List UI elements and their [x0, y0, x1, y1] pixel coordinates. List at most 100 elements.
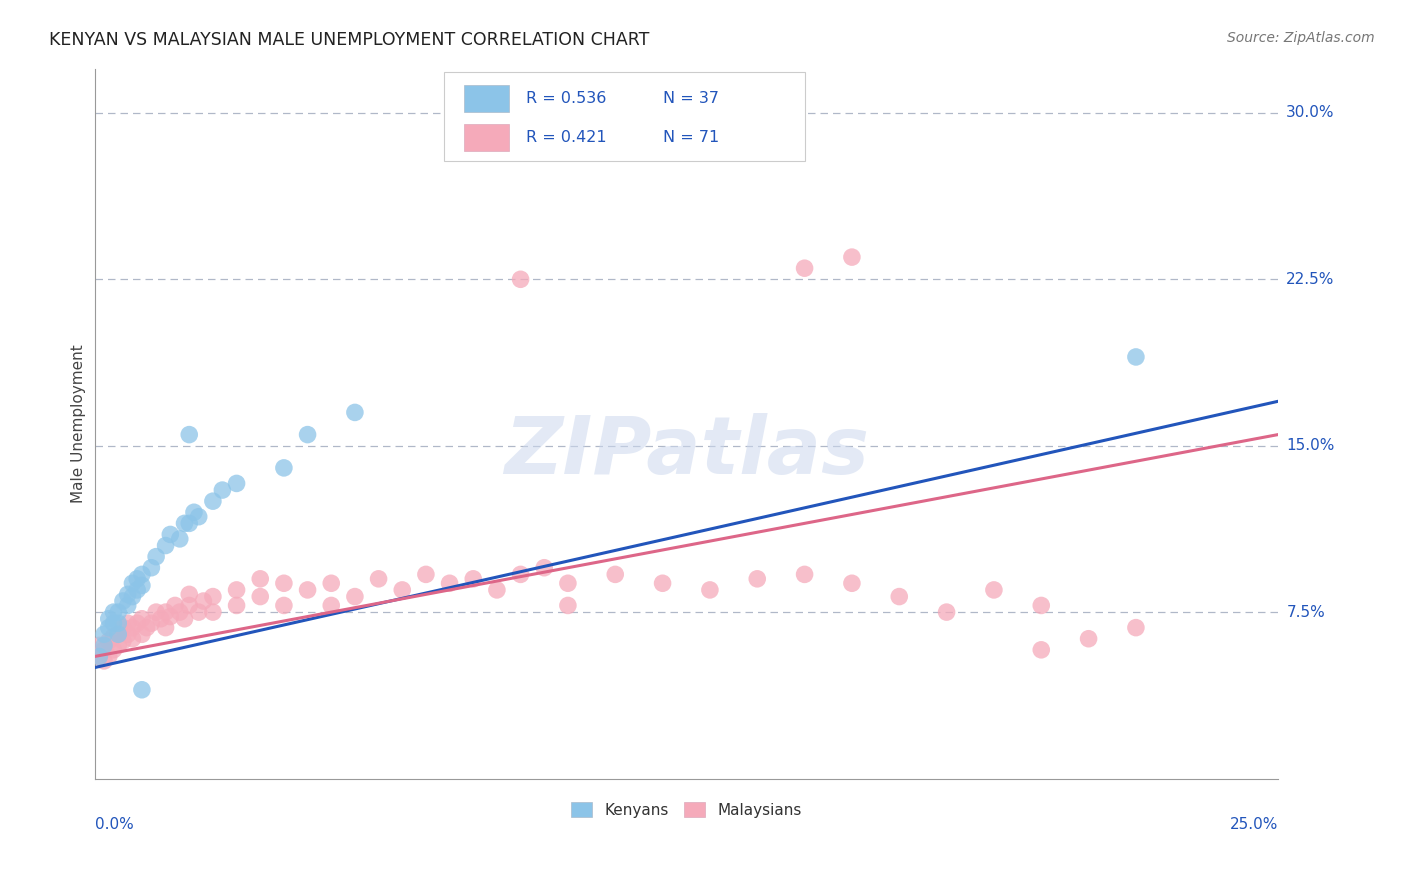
Point [131, 567, 153, 582]
Point [89, 649, 111, 664]
Point [343, 405, 366, 419]
Point [187, 605, 209, 619]
Point [145, 605, 167, 619]
Point [699, 582, 721, 597]
Legend: Kenyans, Malaysians: Kenyans, Malaysians [565, 797, 808, 824]
Point [201, 494, 224, 508]
Point [557, 576, 579, 591]
Point [159, 609, 181, 624]
Point [121, 621, 143, 635]
Point [155, 621, 177, 635]
Point [1125, 621, 1147, 635]
Point [321, 576, 343, 591]
Point [107, 616, 129, 631]
Text: KENYAN VS MALAYSIAN MALE UNEMPLOYMENT CORRELATION CHART: KENYAN VS MALAYSIAN MALE UNEMPLOYMENT CO… [49, 31, 650, 49]
Point [173, 612, 195, 626]
Point [983, 582, 1005, 597]
Text: 30.0%: 30.0% [1286, 105, 1334, 120]
Point [131, 627, 153, 641]
Point [509, 272, 531, 286]
Point [935, 605, 957, 619]
Point [155, 539, 177, 553]
Point [225, 476, 247, 491]
Point [1125, 350, 1147, 364]
Point [169, 532, 191, 546]
Point [1077, 632, 1099, 646]
Point [179, 516, 201, 531]
Point [391, 582, 413, 597]
Point [111, 634, 134, 648]
Point [121, 590, 143, 604]
Point [201, 605, 224, 619]
Point [321, 599, 343, 613]
Point [273, 461, 295, 475]
Point [117, 627, 139, 641]
Point [103, 630, 125, 644]
Point [605, 567, 627, 582]
Point [183, 505, 205, 519]
Point [793, 567, 815, 582]
Point [343, 590, 366, 604]
Point [173, 516, 195, 531]
Point [107, 627, 129, 641]
Point [557, 599, 579, 613]
Point [103, 605, 125, 619]
Point [193, 594, 215, 608]
Point [163, 599, 186, 613]
Point [121, 576, 143, 591]
Text: N = 37: N = 37 [662, 91, 718, 106]
Point [273, 576, 295, 591]
Point [117, 616, 139, 631]
Text: 25.0%: 25.0% [1230, 817, 1278, 832]
Point [651, 576, 673, 591]
Point [273, 599, 295, 613]
Point [187, 509, 209, 524]
Point [793, 261, 815, 276]
FancyBboxPatch shape [444, 72, 804, 161]
Point [121, 632, 143, 646]
Point [131, 578, 153, 592]
Point [841, 250, 863, 264]
Point [155, 605, 177, 619]
Text: 22.5%: 22.5% [1286, 272, 1334, 287]
Point [889, 590, 911, 604]
Point [225, 582, 247, 597]
Text: 7.5%: 7.5% [1286, 605, 1324, 620]
Point [131, 682, 153, 697]
Point [297, 582, 319, 597]
Point [249, 572, 271, 586]
Point [111, 594, 134, 608]
Point [169, 605, 191, 619]
Point [127, 582, 149, 597]
Point [93, 654, 115, 668]
Point [225, 599, 247, 613]
Point [107, 605, 129, 619]
Point [1031, 643, 1053, 657]
Point [117, 587, 139, 601]
Text: 0.0%: 0.0% [94, 817, 134, 832]
Point [747, 572, 769, 586]
Text: ZIPatlas: ZIPatlas [503, 413, 869, 491]
FancyBboxPatch shape [464, 86, 509, 112]
Point [131, 612, 153, 626]
Point [149, 612, 172, 626]
Point [201, 590, 224, 604]
Point [439, 576, 461, 591]
Point [533, 560, 555, 574]
Point [1031, 599, 1053, 613]
Point [127, 572, 149, 586]
Point [93, 643, 115, 657]
Point [103, 643, 125, 657]
Point [463, 572, 485, 586]
Text: R = 0.536: R = 0.536 [526, 91, 607, 106]
Point [179, 427, 201, 442]
Point [107, 639, 129, 653]
Point [841, 576, 863, 591]
Point [103, 616, 125, 631]
Text: N = 71: N = 71 [662, 129, 718, 145]
Point [111, 621, 134, 635]
Point [93, 639, 115, 653]
Point [179, 587, 201, 601]
Point [415, 567, 437, 582]
Point [97, 621, 120, 635]
